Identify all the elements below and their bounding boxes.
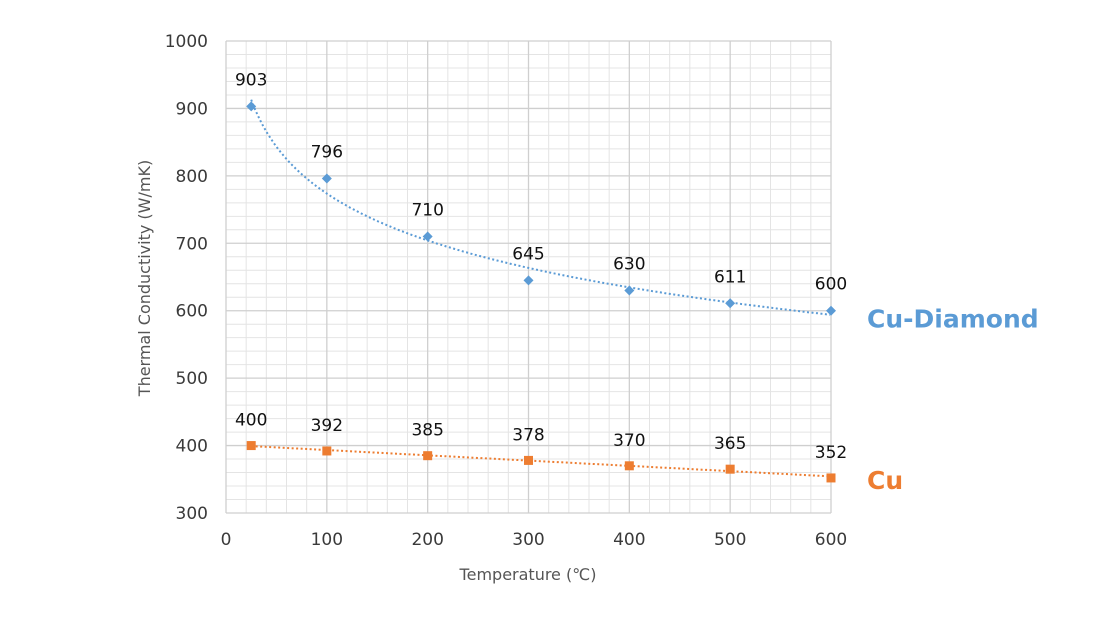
data-point-cu: [826, 473, 836, 483]
data-label-cu: 352: [815, 443, 847, 463]
data-label-cu-diamond: 630: [613, 254, 645, 274]
trendlines: [250, 99, 832, 478]
data-markers: [246, 101, 836, 483]
data-label-cu-diamond: 796: [311, 143, 343, 163]
data-point-cu-diamond: [826, 305, 836, 316]
x-tick-label: 400: [613, 530, 645, 550]
data-label-cu-diamond: 645: [512, 244, 544, 264]
series-legend-labels: Cu-Diamond Cu: [867, 305, 1039, 495]
data-point-cu: [524, 455, 533, 465]
data-point-cu: [322, 446, 332, 456]
y-tick-label: 700: [176, 234, 208, 254]
x-tick-label: 0: [221, 530, 232, 550]
data-point-cu: [624, 461, 634, 471]
y-tick-label: 400: [176, 437, 208, 457]
data-label-cu-diamond: 710: [411, 201, 443, 221]
chart-grid: [225, 40, 832, 514]
axis-ticks: 0 100 200 300 400 500 600 300 400 500 600 700 800 900…: [165, 32, 847, 550]
y-tick-label: 900: [176, 99, 208, 119]
data-point-cu-diamond: [246, 101, 257, 112]
x-tick-label: 600: [815, 530, 847, 550]
x-tick-label: 200: [411, 530, 443, 550]
data-label-cu: 392: [311, 416, 343, 436]
x-tick-label: 300: [512, 530, 544, 550]
x-axis-title: Temperature (℃): [459, 565, 597, 584]
y-tick-label: 300: [176, 504, 208, 524]
data-label-cu: 385: [411, 421, 443, 441]
data-label-cu: 378: [512, 425, 544, 445]
data-labels: 903 796 710 645 630 611 600 400 392 385 378 370 365 3…: [235, 70, 847, 463]
x-tick-label: 100: [311, 530, 343, 550]
data-point-cu-diamond: [624, 285, 635, 296]
data-point-cu-diamond: [523, 275, 534, 286]
data-label-cu-diamond: 903: [235, 70, 267, 90]
y-tick-label: 600: [176, 302, 208, 322]
data-label-cu-diamond: 611: [714, 267, 746, 287]
data-point-cu-diamond: [725, 298, 736, 309]
data-point-cu: [246, 441, 256, 451]
series-label-cu-diamond: Cu-Diamond: [867, 305, 1039, 334]
x-tick-label: 500: [714, 530, 746, 550]
data-label-cu: 365: [714, 434, 746, 454]
series-label-cu: Cu: [867, 466, 903, 495]
y-tick-label: 800: [176, 167, 208, 187]
trendline-cu-diamond: [250, 99, 831, 316]
y-tick-label: 1000: [165, 32, 208, 52]
data-label-cu-diamond: 600: [815, 275, 847, 295]
data-point-cu: [725, 464, 735, 474]
y-axis-title: Thermal Conductivity (W/mK): [135, 160, 154, 397]
data-point-cu-diamond: [321, 173, 332, 184]
data-point-cu: [423, 451, 433, 461]
data-label-cu: 400: [235, 411, 267, 431]
data-label-cu: 370: [613, 431, 645, 451]
data-point-cu-diamond: [422, 231, 433, 242]
y-tick-label: 500: [176, 369, 208, 389]
